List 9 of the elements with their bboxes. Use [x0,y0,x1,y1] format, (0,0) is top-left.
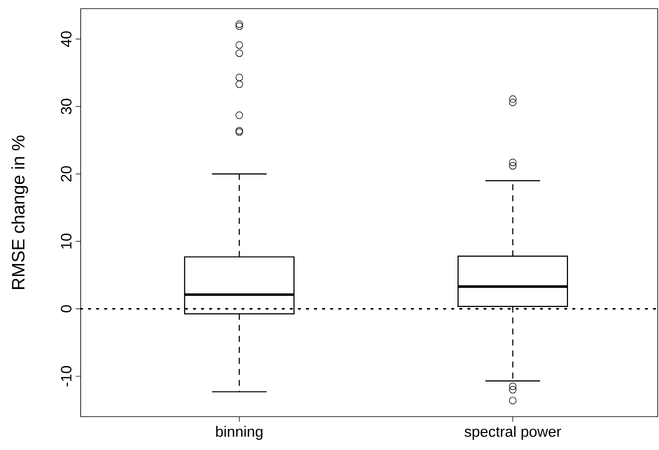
y-tick-label: 30 [60,98,72,114]
y-tick-label: 10 [60,234,72,249]
y-tick-label: -10 [60,366,72,386]
x-tick-label: spectral power [464,426,562,440]
y-tick-label: 20 [60,166,72,182]
y-tick-label: 0 [60,305,72,312]
y-axis-title: RMSE change in % [11,136,28,289]
x-tick-label: binning [216,426,262,440]
y-tick-label: 40 [60,31,72,48]
